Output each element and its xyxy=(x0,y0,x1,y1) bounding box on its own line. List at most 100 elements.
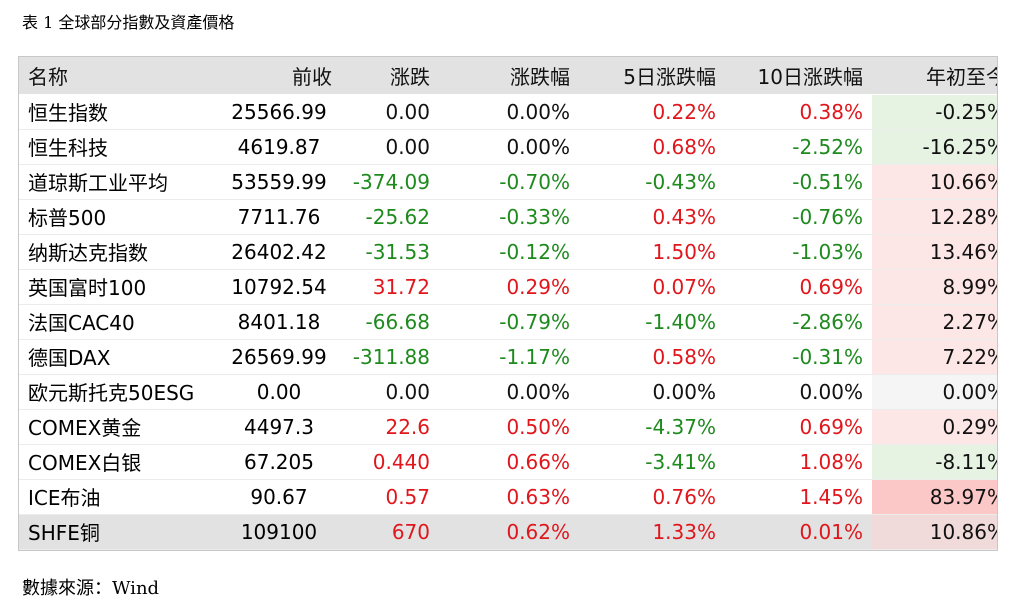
change-pct-cell: -0.33% xyxy=(439,199,579,235)
change-pct-cell: 0.29% xyxy=(439,269,579,305)
change-pct-cell: 0.00% xyxy=(439,129,579,165)
table-row: 道琼斯工业平均 53559.99 -374.09 -0.70% -0.43% -0.51%… xyxy=(19,164,997,200)
name-cell: 道琼斯工业平均 xyxy=(19,164,217,200)
header-change-pct: 涨跌幅 xyxy=(439,57,579,95)
change-5d-cell: 0.07% xyxy=(579,269,725,305)
table-row: 标普500 7711.76 -25.62 -0.33% 0.43% -0.76% 12.28… xyxy=(19,199,997,235)
name-cell: 恒生科技 xyxy=(19,129,217,165)
prev-close-cell: 25566.99 xyxy=(217,94,341,130)
prev-close-cell: 0.00 xyxy=(217,374,341,410)
prev-close-cell: 26402.42 xyxy=(217,234,341,270)
data-source: 數據來源：Wind xyxy=(22,578,160,599)
change-10d-cell: 0.00% xyxy=(725,374,872,410)
prev-close-cell: 90.67 xyxy=(217,479,341,515)
change-cell: 0.57 xyxy=(341,479,439,515)
change-10d-cell: -0.76% xyxy=(725,199,872,235)
table-header-row: 名称 前收 涨跌 涨跌幅 5日涨跌幅 10日涨跌幅 年初至今 xyxy=(19,57,997,95)
change-cell: -66.68 xyxy=(341,304,439,340)
name-cell: 标普500 xyxy=(19,199,217,235)
change-5d-cell: -0.43% xyxy=(579,164,725,200)
table-row: 纳斯达克指数 26402.42 -31.53 -0.12% 1.50% -1.03% 13.… xyxy=(19,234,997,270)
name-cell: 欧元斯托克50ESG xyxy=(19,374,217,410)
change-cell: 31.72 xyxy=(341,269,439,305)
prev-close-cell: 53559.99 xyxy=(217,164,341,200)
change-cell: 0.00 xyxy=(341,129,439,165)
change-cell: 0.00 xyxy=(341,94,439,130)
ytd-cell: 13.46% xyxy=(872,234,997,270)
ytd-cell: 10.66% xyxy=(872,164,997,200)
name-cell: 德国DAX xyxy=(19,339,217,375)
change-cell: 670 xyxy=(341,514,439,550)
change-5d-cell: 0.58% xyxy=(579,339,725,375)
prev-close-cell: 7711.76 xyxy=(217,199,341,235)
name-cell: COMEX白银 xyxy=(19,444,217,480)
change-pct-cell: 0.66% xyxy=(439,444,579,480)
change-cell: -25.62 xyxy=(341,199,439,235)
prev-close-cell: 4619.87 xyxy=(217,129,341,165)
change-pct-cell: -0.79% xyxy=(439,304,579,340)
ytd-cell: 12.28% xyxy=(872,199,997,235)
change-pct-cell: 0.00% xyxy=(439,374,579,410)
ytd-cell: 7.22% xyxy=(872,339,997,375)
change-5d-cell: 0.22% xyxy=(579,94,725,130)
change-pct-cell: -0.12% xyxy=(439,234,579,270)
change-cell: -31.53 xyxy=(341,234,439,270)
change-10d-cell: 1.08% xyxy=(725,444,872,480)
header-5d-change: 5日涨跌幅 xyxy=(579,57,725,95)
change-pct-cell: -1.17% xyxy=(439,339,579,375)
ytd-cell: -8.11% xyxy=(872,444,997,480)
market-table-container: 名称 前收 涨跌 涨跌幅 5日涨跌幅 10日涨跌幅 年初至今 恒生指数 25566… xyxy=(18,56,998,551)
change-5d-cell: -1.40% xyxy=(579,304,725,340)
change-pct-cell: 0.00% xyxy=(439,94,579,130)
name-cell: 恒生指数 xyxy=(19,94,217,130)
name-cell: SHFE铜 xyxy=(19,514,217,550)
prev-close-cell: 109100 xyxy=(217,514,341,550)
change-10d-cell: -2.52% xyxy=(725,129,872,165)
change-10d-cell: -2.86% xyxy=(725,304,872,340)
change-10d-cell: -1.03% xyxy=(725,234,872,270)
change-cell: -374.09 xyxy=(341,164,439,200)
prev-close-cell: 26569.99 xyxy=(217,339,341,375)
change-5d-cell: 1.50% xyxy=(579,234,725,270)
table-row: 法国CAC40 8401.18 -66.68 -0.79% -1.40% -2.86% 2.… xyxy=(19,304,997,340)
ytd-cell: 10.86% xyxy=(872,514,997,550)
change-10d-cell: 0.69% xyxy=(725,409,872,445)
change-10d-cell: -0.51% xyxy=(725,164,872,200)
change-10d-cell: 0.01% xyxy=(725,514,872,550)
prev-close-cell: 10792.54 xyxy=(217,269,341,305)
change-cell: -311.88 xyxy=(341,339,439,375)
change-5d-cell: 0.00% xyxy=(579,374,725,410)
market-table: 名称 前收 涨跌 涨跌幅 5日涨跌幅 10日涨跌幅 年初至今 恒生指数 25566… xyxy=(19,57,997,550)
change-5d-cell: -3.41% xyxy=(579,444,725,480)
name-cell: 法国CAC40 xyxy=(19,304,217,340)
header-name: 名称 xyxy=(19,57,217,95)
ytd-cell: 2.27% xyxy=(872,304,997,340)
change-pct-cell: 0.50% xyxy=(439,409,579,445)
change-5d-cell: 0.76% xyxy=(579,479,725,515)
ytd-cell: 8.99% xyxy=(872,269,997,305)
header-change: 涨跌 xyxy=(341,57,439,95)
ytd-cell: -16.25% xyxy=(872,129,997,165)
change-5d-cell: -4.37% xyxy=(579,409,725,445)
prev-close-cell: 67.205 xyxy=(217,444,341,480)
ytd-cell: -0.25% xyxy=(872,94,997,130)
name-cell: ICE布油 xyxy=(19,479,217,515)
name-cell: 英国富时100 xyxy=(19,269,217,305)
change-10d-cell: 0.38% xyxy=(725,94,872,130)
change-pct-cell: 0.63% xyxy=(439,479,579,515)
prev-close-cell: 4497.3 xyxy=(217,409,341,445)
ytd-cell: 83.97% xyxy=(872,479,997,515)
change-10d-cell: -0.31% xyxy=(725,339,872,375)
change-pct-cell: 0.62% xyxy=(439,514,579,550)
change-cell: 0.440 xyxy=(341,444,439,480)
header-ytd: 年初至今 xyxy=(872,57,997,95)
change-10d-cell: 1.45% xyxy=(725,479,872,515)
ytd-cell: 0.29% xyxy=(872,409,997,445)
change-cell: 0.00 xyxy=(341,374,439,410)
